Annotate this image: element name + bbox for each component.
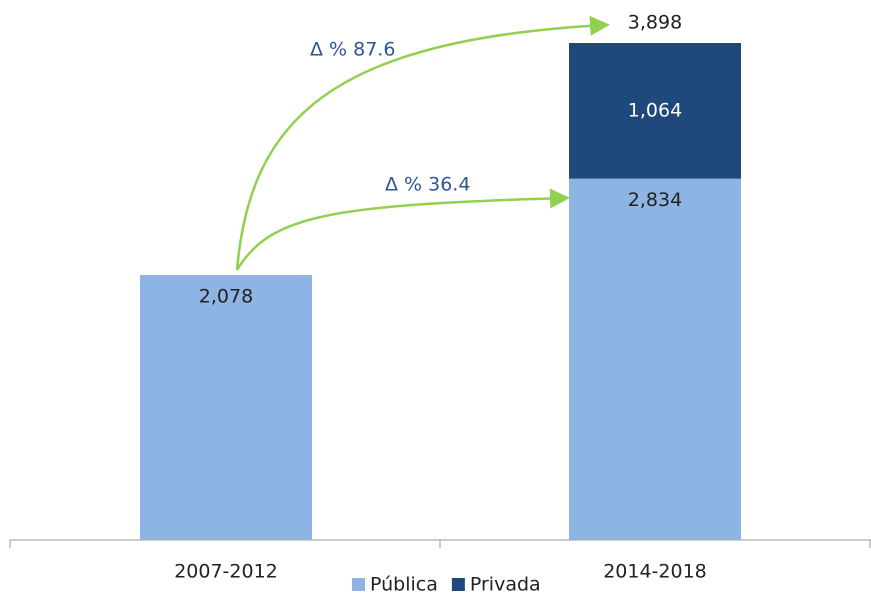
bar-segment — [569, 178, 741, 541]
value-label: 2,078 — [199, 286, 253, 308]
annotation: Δ % 87.6 — [310, 39, 395, 61]
x-tick-label: 2014-2018 — [603, 561, 707, 583]
growth-arrow — [235, 15, 610, 271]
bar-segment — [569, 43, 741, 179]
total-label: 3,898 — [628, 12, 682, 34]
bar-segment — [140, 275, 312, 540]
value-label: 1,064 — [628, 99, 682, 121]
legend-swatch — [352, 578, 365, 591]
value-label: 2,834 — [628, 189, 682, 211]
legend-label: Pública — [370, 574, 438, 596]
x-tick-label: 2007-2012 — [174, 561, 278, 583]
annotation: Δ % 36.4 — [385, 174, 470, 196]
legend-label: Privada — [470, 574, 541, 596]
growth-arrow — [235, 188, 570, 271]
legend-swatch — [451, 578, 465, 591]
